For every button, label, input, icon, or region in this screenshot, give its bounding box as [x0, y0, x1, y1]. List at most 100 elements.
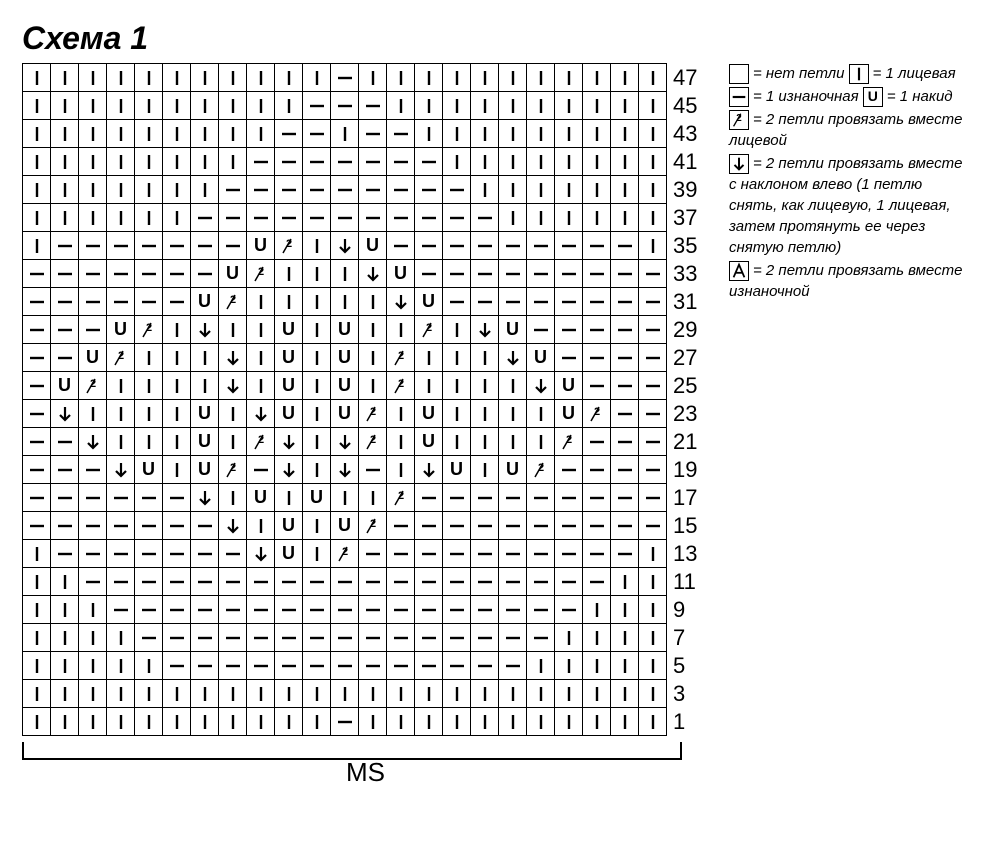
chart-cell	[107, 400, 135, 428]
chart-cell	[23, 344, 51, 372]
chart-cell	[499, 428, 527, 456]
chart-cell	[163, 120, 191, 148]
chart-cell	[303, 316, 331, 344]
chart-cell: 2	[359, 400, 387, 428]
row-label: 29	[667, 316, 709, 344]
chart-cell	[23, 120, 51, 148]
chart-cell	[555, 680, 583, 708]
chart-cell: U	[79, 344, 107, 372]
chart-cell	[191, 484, 219, 512]
chart-cell	[331, 596, 359, 624]
chart-cell	[275, 148, 303, 176]
chart-cell	[23, 92, 51, 120]
chart-cell	[107, 64, 135, 92]
chart-cell	[51, 680, 79, 708]
chart-cell	[359, 596, 387, 624]
chart-cell	[219, 540, 247, 568]
chart-cell	[247, 456, 275, 484]
chart-cell	[303, 288, 331, 316]
chart-cell	[387, 568, 415, 596]
chart-cell	[191, 624, 219, 652]
chart-cell	[611, 204, 639, 232]
chart-cell	[443, 484, 471, 512]
chart-cell: U	[387, 260, 415, 288]
chart-cell	[555, 64, 583, 92]
chart-cell	[471, 204, 499, 232]
chart-cell	[303, 456, 331, 484]
chart-cell	[51, 512, 79, 540]
chart-cell	[471, 540, 499, 568]
chart-cell	[303, 652, 331, 680]
legend-item: = 2 петли провязать вместе с наклоном вл…	[729, 155, 962, 256]
chart-cell	[583, 92, 611, 120]
row-label: 35	[667, 232, 709, 260]
chart-cell: 2	[387, 372, 415, 400]
chart-cell	[639, 344, 667, 372]
chart-cell	[611, 372, 639, 400]
chart-cell	[23, 596, 51, 624]
chart-cell	[499, 120, 527, 148]
chart-cell	[443, 568, 471, 596]
chart-cell	[135, 232, 163, 260]
chart-cell	[331, 260, 359, 288]
chart-cell	[275, 596, 303, 624]
chart-cell	[443, 344, 471, 372]
chart-cell	[583, 568, 611, 596]
chart-cell	[471, 92, 499, 120]
chart-cell: 2	[359, 512, 387, 540]
chart-cell	[247, 596, 275, 624]
chart-cell	[23, 680, 51, 708]
chart-cell	[555, 456, 583, 484]
chart-cell	[499, 540, 527, 568]
chart-cell	[611, 288, 639, 316]
chart-cell	[303, 428, 331, 456]
svg-text:2: 2	[736, 113, 742, 124]
chart-cell	[135, 204, 163, 232]
row-label: 13	[667, 540, 709, 568]
chart-cell	[303, 540, 331, 568]
chart-cell	[191, 204, 219, 232]
chart-cell	[163, 344, 191, 372]
chart-cell	[107, 428, 135, 456]
chart-cell	[23, 64, 51, 92]
chart-cell	[639, 680, 667, 708]
chart-cell: U	[415, 288, 443, 316]
chart-cell: 2	[387, 484, 415, 512]
chart-cell	[555, 344, 583, 372]
chart-cell	[387, 540, 415, 568]
page-title: Схема 1	[22, 20, 978, 57]
chart-cell	[499, 92, 527, 120]
chart-cell	[527, 708, 555, 736]
chart-cell	[23, 568, 51, 596]
chart-cell	[359, 92, 387, 120]
chart-cell	[499, 568, 527, 596]
chart-cell	[191, 540, 219, 568]
chart-cell	[51, 624, 79, 652]
chart-cell	[247, 708, 275, 736]
chart-cell	[499, 484, 527, 512]
chart-cell	[527, 120, 555, 148]
legend-text: = 1 накид	[887, 88, 953, 105]
chart-cell	[359, 120, 387, 148]
chart-cell: 2	[555, 428, 583, 456]
chart-cell	[359, 288, 387, 316]
legend-symbol: 2	[729, 110, 749, 130]
chart-cell: 2	[247, 260, 275, 288]
chart-cell	[191, 316, 219, 344]
chart-cell	[79, 428, 107, 456]
chart-cell	[527, 92, 555, 120]
row-label: 1	[667, 708, 709, 736]
row-label: 39	[667, 176, 709, 204]
chart-cell	[639, 176, 667, 204]
chart-cell	[471, 680, 499, 708]
chart-cell	[51, 64, 79, 92]
chart-cell	[611, 624, 639, 652]
chart-cell	[555, 596, 583, 624]
chart-cell	[471, 652, 499, 680]
chart-cell	[135, 120, 163, 148]
chart-cell	[555, 540, 583, 568]
chart-cell: U	[331, 512, 359, 540]
chart-cell	[107, 708, 135, 736]
chart-cell	[107, 680, 135, 708]
chart-cell	[471, 372, 499, 400]
